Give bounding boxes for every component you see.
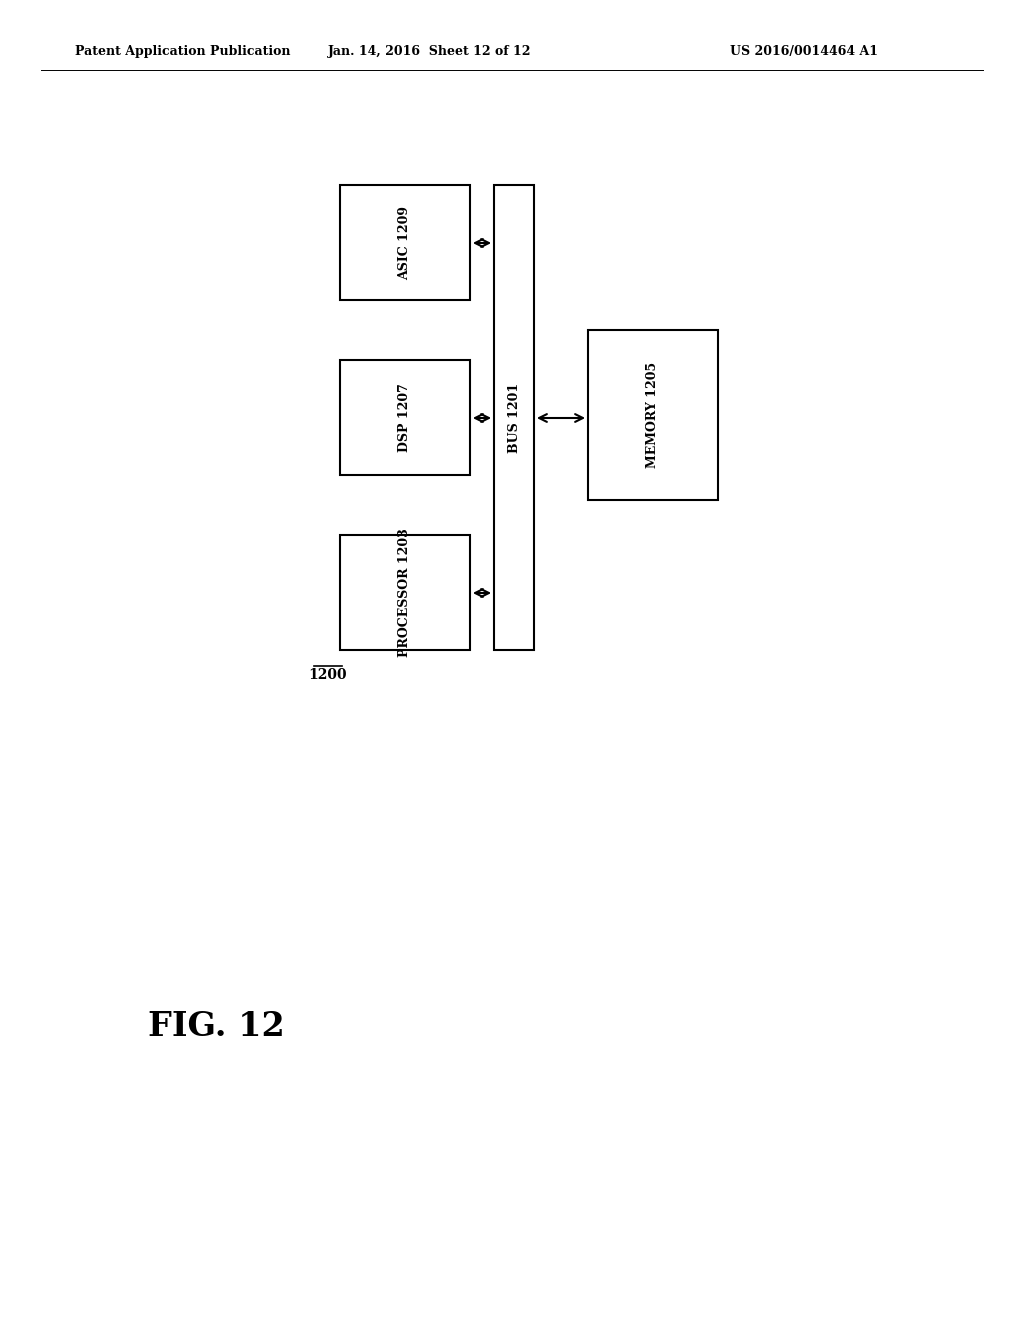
Bar xyxy=(340,360,470,475)
Text: Patent Application Publication: Patent Application Publication xyxy=(75,45,291,58)
Text: 1200: 1200 xyxy=(308,668,347,682)
Bar xyxy=(494,185,534,649)
Text: PROCESSOR 1203: PROCESSOR 1203 xyxy=(398,528,412,657)
Text: US 2016/0014464 A1: US 2016/0014464 A1 xyxy=(730,45,878,58)
Text: ASIC 1209: ASIC 1209 xyxy=(398,206,412,280)
Text: BUS 1201: BUS 1201 xyxy=(508,383,520,453)
Text: Jan. 14, 2016  Sheet 12 of 12: Jan. 14, 2016 Sheet 12 of 12 xyxy=(329,45,531,58)
Text: MEMORY 1205: MEMORY 1205 xyxy=(646,362,659,469)
Text: FIG. 12: FIG. 12 xyxy=(148,1010,285,1043)
Bar xyxy=(588,330,718,500)
Bar xyxy=(340,185,470,300)
Bar xyxy=(340,535,470,649)
Text: DSP 1207: DSP 1207 xyxy=(398,383,412,451)
